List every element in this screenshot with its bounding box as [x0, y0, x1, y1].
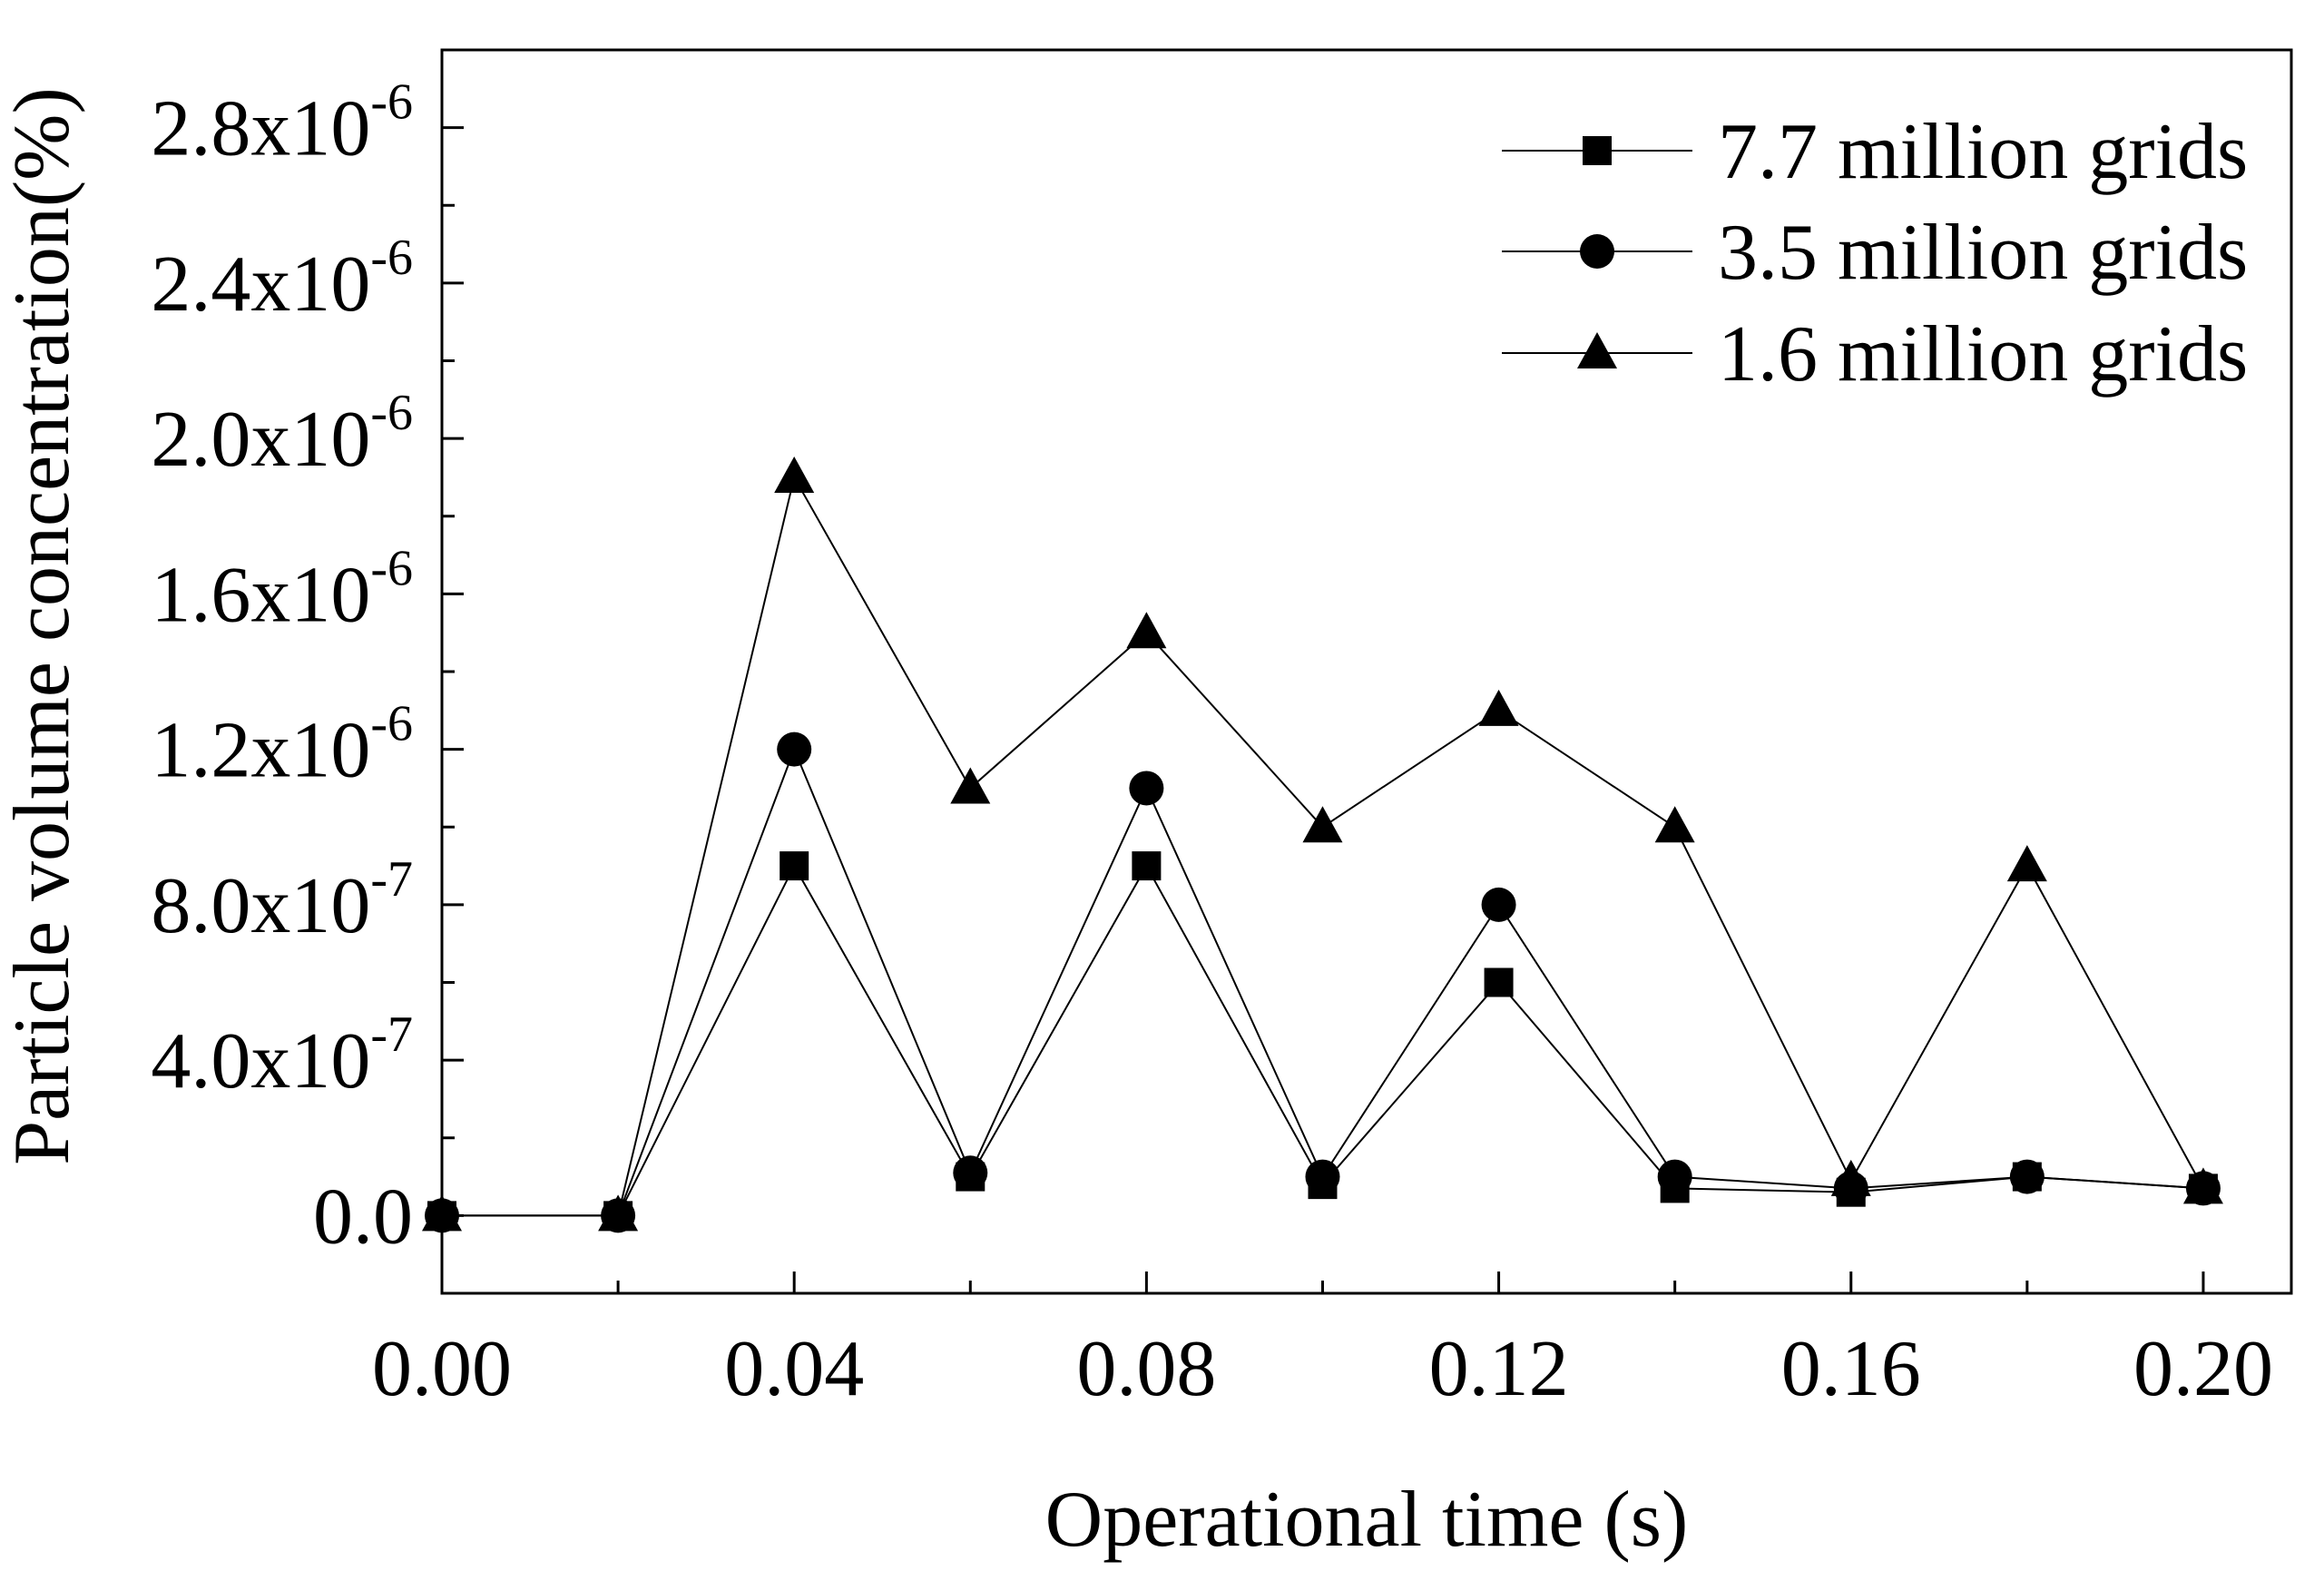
series-lines: [442, 475, 2204, 1217]
data-point-s2-2: [777, 731, 812, 767]
data-point-s3-8: [1830, 1159, 1871, 1196]
x-tick-label: 0.08: [1076, 1325, 1216, 1413]
series-markers: [422, 456, 2223, 1233]
legend-marker: [1577, 332, 1617, 368]
y-tick-exponent: -7: [370, 1006, 413, 1063]
data-point-s2-9: [2009, 1159, 2045, 1194]
legend-label: 1.6 million grids: [1718, 310, 2248, 398]
y-tick-mantissa: 8.0x10: [151, 862, 370, 950]
data-point-s2-5: [1305, 1159, 1340, 1194]
data-point-s3-9: [2006, 845, 2047, 882]
y-tick-mantissa: 2.0x10: [151, 396, 370, 484]
y-tick-mantissa: 2.4x10: [151, 241, 370, 329]
data-point-s2-6: [1481, 887, 1516, 922]
legend-label: 7.7 million grids: [1718, 108, 2248, 196]
x-axis-label: Operational time (s): [1045, 1476, 1689, 1564]
legend: 7.7 million grids 3.5 million grids 1.6 mi…: [1502, 108, 2248, 398]
y-tick-exponent: -6: [370, 385, 413, 441]
data-point-s2-4: [1129, 771, 1164, 806]
x-tick-label: 0.00: [372, 1325, 512, 1413]
data-point-s3-10: [2182, 1167, 2223, 1204]
x-tick-label: 0.12: [1429, 1325, 1569, 1413]
x-axis: 0.00 0.04 0.08 0.12 0.16 0.20: [372, 1272, 2273, 1413]
data-point-s1-2: [780, 851, 809, 881]
y-tick-exponent: -6: [370, 230, 413, 286]
data-point-s3-7: [1654, 806, 1695, 843]
y-tick-label: 4.0x10-7: [151, 1006, 413, 1105]
y-tick-label: 1.2x10-6: [151, 696, 413, 795]
data-point-s3-1: [598, 1194, 639, 1232]
y-tick-exponent: -6: [370, 540, 413, 596]
y-tick-label: 2.8x10-6: [151, 74, 413, 173]
legend-label: 3.5 million grids: [1718, 209, 2248, 297]
y-tick-exponent: -6: [370, 74, 413, 131]
data-point-s3-6: [1478, 689, 1519, 726]
x-tick-label: 0.16: [1781, 1325, 1921, 1413]
data-point-s1-6: [1484, 967, 1514, 997]
data-point-s3-2: [774, 456, 815, 493]
y-tick-mantissa: 2.8x10: [151, 85, 370, 173]
y-tick-label: 2.0x10-6: [151, 385, 413, 484]
data-point-s3-0: [422, 1194, 462, 1232]
y-tick-label: 1.6x10-6: [151, 540, 413, 639]
x-tick-label: 0.04: [724, 1325, 864, 1413]
y-tick-label: 2.4x10-6: [151, 230, 413, 329]
data-point-s2-7: [1657, 1159, 1692, 1194]
y-tick-mantissa: 1.6x10: [151, 551, 370, 639]
y-tick-label: 8.0x10-7: [151, 851, 413, 950]
series-line-3: [442, 475, 2204, 1217]
y-tick-label: 0.0: [313, 1173, 413, 1261]
x-tick-label: 0.20: [2133, 1325, 2273, 1413]
data-point-s3-3: [950, 767, 991, 804]
data-point-s1-4: [1132, 851, 1162, 881]
y-tick-exponent: -6: [370, 696, 413, 752]
y-tick-exponent: -7: [370, 851, 413, 908]
data-point-s3-5: [1302, 806, 1343, 843]
y-tick-mantissa: 1.2x10: [151, 707, 370, 795]
y-axis: 0.04.0x10-78.0x10-71.2x10-61.6x10-62.0x1…: [151, 74, 464, 1261]
data-point-s2-3: [953, 1155, 988, 1191]
legend-marker: [1580, 234, 1614, 269]
data-point-s3-4: [1126, 612, 1167, 649]
legend-marker: [1583, 136, 1612, 165]
y-tick-mantissa: 4.0x10: [151, 1017, 370, 1105]
y-tick-mantissa: 0.0: [313, 1173, 413, 1261]
y-axis-label: Particle volume concentration(%): [0, 87, 86, 1165]
